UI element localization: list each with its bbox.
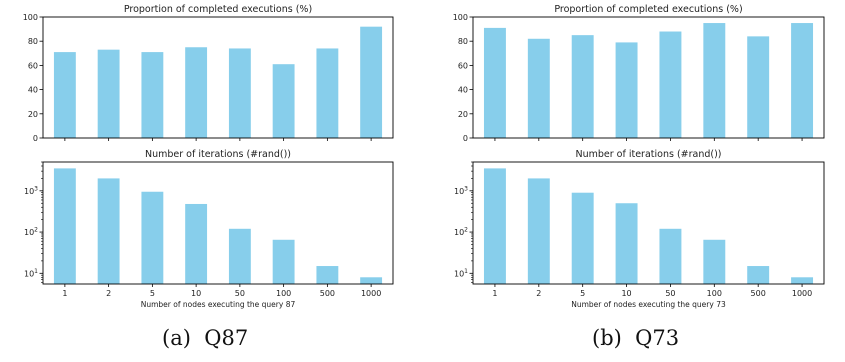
bar — [659, 228, 682, 284]
plot-frame — [42, 161, 394, 285]
x-tick-label: 1 — [62, 289, 67, 298]
bar — [228, 48, 251, 138]
x-tick-label: 1000 — [792, 289, 812, 298]
bar — [659, 31, 682, 138]
bar — [747, 36, 770, 138]
x-tick-label: 500 — [751, 289, 766, 298]
bar — [97, 178, 120, 284]
bar — [360, 26, 383, 138]
bar — [53, 168, 76, 284]
y-tick-label: 100 — [23, 13, 38, 22]
bar — [791, 277, 814, 284]
y-tick-label: 102 — [24, 227, 38, 238]
bar — [316, 266, 339, 284]
x-tick-label: 100 — [276, 289, 291, 298]
y-tick-label: 0 — [463, 134, 468, 143]
bar — [615, 203, 638, 284]
bar — [141, 191, 164, 284]
y-tick-label: 60 — [458, 61, 468, 70]
chart-title: Proportion of completed executions (%) — [124, 4, 312, 15]
bar — [527, 178, 550, 284]
bar — [483, 168, 506, 284]
bar — [571, 35, 594, 138]
x-tick-label: 2 — [536, 289, 541, 298]
y-tick-label: 20 — [458, 110, 468, 119]
x-tick-label: 1 — [492, 289, 497, 298]
bar — [185, 203, 208, 284]
y-tick-label: 80 — [28, 37, 38, 46]
y-tick-label: 102 — [454, 227, 468, 238]
bar — [703, 23, 726, 138]
x-tick-label: 50 — [235, 289, 245, 298]
bar — [527, 38, 550, 138]
caption-b: (b) Q73 — [592, 326, 680, 350]
bar — [703, 239, 726, 284]
y-tick-label: 40 — [28, 86, 38, 95]
x-tick-label: 50 — [665, 289, 675, 298]
y-tick-label: 20 — [28, 110, 38, 119]
x-tick-label: 100 — [707, 289, 722, 298]
bar — [228, 228, 251, 284]
bar — [615, 42, 638, 138]
x-tick-label: 1000 — [361, 289, 381, 298]
x-tick-label: 500 — [320, 289, 335, 298]
plot-frame — [472, 161, 825, 285]
y-tick-label: 0 — [33, 134, 38, 143]
plot-frame — [472, 16, 825, 139]
y-tick-label: 40 — [458, 86, 468, 95]
chart-title: Proportion of completed executions (%) — [554, 4, 742, 15]
y-tick-label: 103 — [454, 185, 468, 196]
bar — [53, 52, 76, 139]
y-tick-label: 101 — [454, 268, 468, 279]
x-tick-label: 5 — [580, 289, 585, 298]
y-tick-label: 60 — [28, 61, 38, 70]
bar — [141, 52, 164, 139]
chart-title: Number of iterations (#rand()) — [575, 149, 721, 160]
bar — [571, 192, 594, 284]
bar — [360, 277, 383, 284]
bar — [272, 64, 295, 138]
caption-a: (a) Q87 — [162, 326, 249, 350]
bar — [272, 239, 295, 284]
x-axis-label: Number of nodes executing the query 87 — [141, 300, 296, 309]
plot-frame — [42, 16, 394, 139]
x-tick-label: 5 — [150, 289, 155, 298]
x-tick-label: 10 — [191, 289, 201, 298]
bar — [791, 23, 814, 138]
bar — [483, 27, 506, 138]
x-tick-label: 10 — [621, 289, 631, 298]
x-axis-label: Number of nodes executing the query 73 — [571, 300, 726, 309]
y-tick-label: 103 — [24, 185, 38, 196]
bar — [316, 48, 339, 138]
y-tick-label: 80 — [458, 37, 468, 46]
bar — [747, 266, 770, 284]
bar — [185, 47, 208, 138]
x-tick-label: 2 — [106, 289, 111, 298]
y-tick-label: 100 — [453, 13, 468, 22]
y-tick-label: 101 — [24, 268, 38, 279]
chart-title: Number of iterations (#rand()) — [145, 149, 291, 160]
bar — [97, 49, 120, 138]
